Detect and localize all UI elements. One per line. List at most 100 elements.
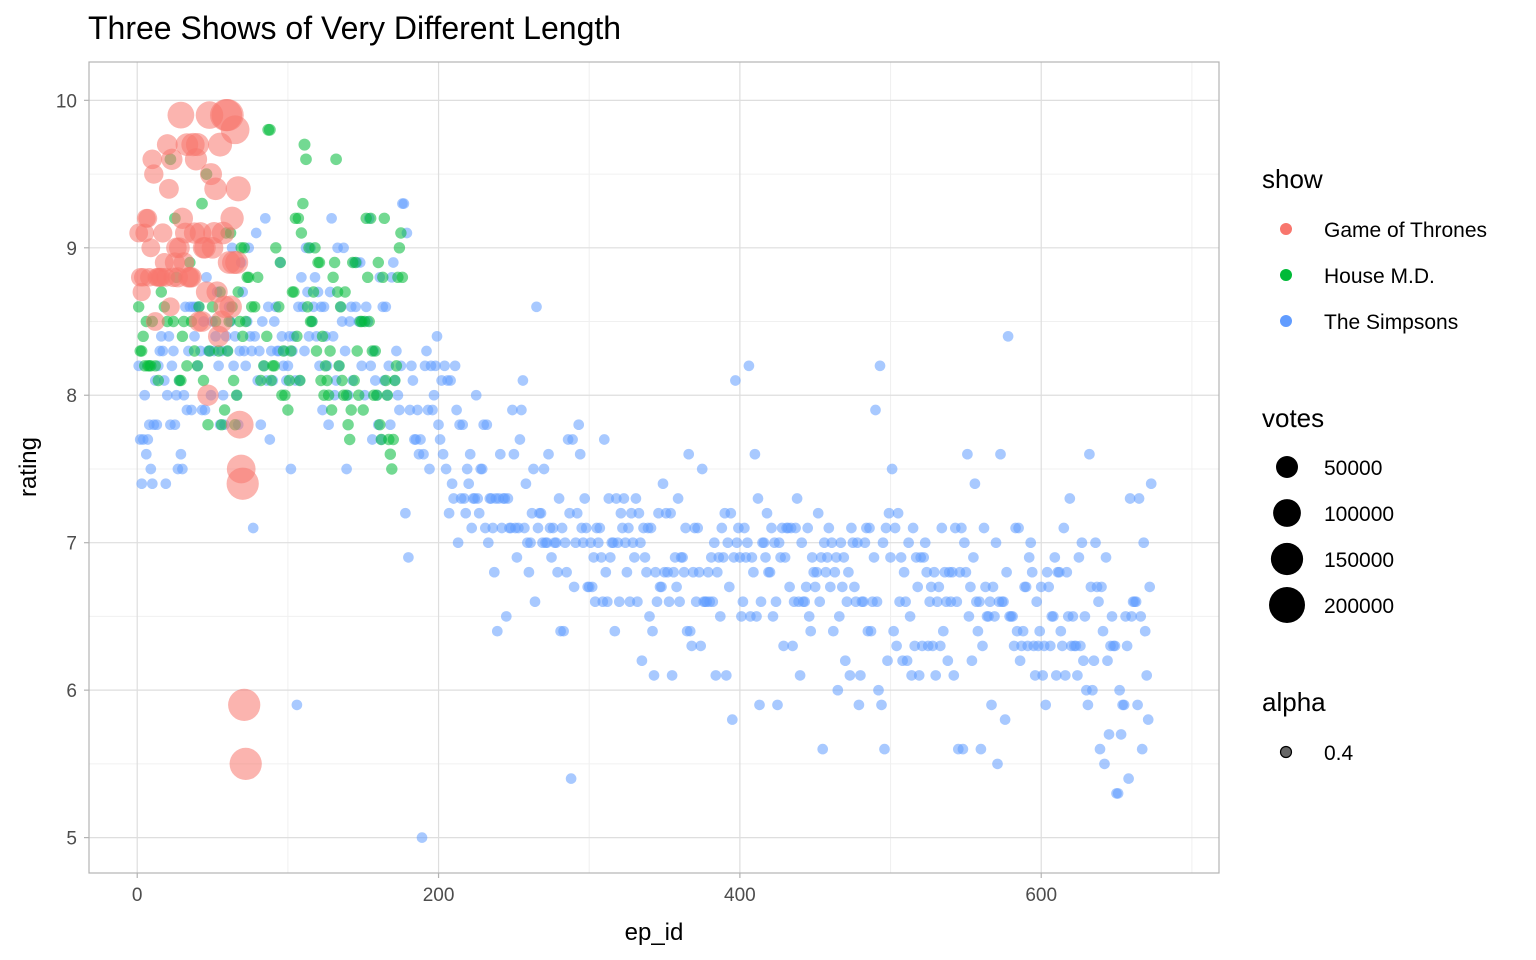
data-point-the-simpsons <box>1096 581 1107 593</box>
y-axis-title: rating <box>15 437 42 497</box>
data-point-the-simpsons <box>155 330 167 342</box>
data-point-house-m-d <box>369 345 382 357</box>
data-point-the-simpsons <box>846 522 857 534</box>
data-point-the-simpsons <box>956 522 967 534</box>
data-point-the-simpsons <box>463 478 475 490</box>
data-point-the-simpsons <box>678 566 690 578</box>
data-point-the-simpsons <box>874 360 886 372</box>
legend-votes-label: 50000 <box>1324 457 1382 480</box>
data-point-the-simpsons <box>609 625 621 637</box>
data-point-the-simpsons <box>166 360 178 372</box>
data-point-game-of-thrones <box>181 267 202 288</box>
data-point-the-simpsons <box>175 448 187 460</box>
data-point-house-m-d <box>236 330 249 343</box>
data-point-the-simpsons <box>784 581 795 593</box>
data-point-the-simpsons <box>936 522 948 534</box>
data-point-the-simpsons <box>416 832 428 843</box>
data-point-the-simpsons <box>799 596 811 608</box>
data-point-house-m-d <box>342 418 354 431</box>
data-point-the-simpsons <box>585 537 597 549</box>
data-point-the-simpsons <box>986 699 997 711</box>
data-point-the-simpsons <box>264 434 276 445</box>
data-point-the-simpsons <box>404 404 416 416</box>
data-point-the-simpsons <box>1031 596 1043 608</box>
data-point-the-simpsons <box>975 743 987 755</box>
data-point-the-simpsons <box>809 581 821 593</box>
data-point-the-simpsons <box>927 640 939 652</box>
data-point-the-simpsons <box>1023 552 1035 563</box>
data-point-house-m-d <box>374 418 386 431</box>
data-point-the-simpsons <box>951 596 963 608</box>
data-point-the-simpsons <box>541 537 553 549</box>
data-point-the-simpsons <box>430 360 441 372</box>
data-point-the-simpsons <box>384 419 396 431</box>
data-point-the-simpsons <box>525 537 536 549</box>
data-point-the-simpsons <box>885 552 896 563</box>
data-point-house-m-d <box>212 345 225 357</box>
legend: show Game of Thrones House M.D. The Simpso… <box>1262 164 1487 765</box>
data-point-the-simpsons <box>601 596 613 608</box>
data-point-game-of-thrones <box>142 149 163 170</box>
data-point-the-simpsons <box>564 507 575 519</box>
data-point-the-simpsons <box>428 389 440 401</box>
data-point-the-simpsons <box>451 404 462 416</box>
data-point-house-m-d <box>351 345 363 357</box>
data-point-the-simpsons <box>633 507 645 519</box>
data-point-the-simpsons <box>677 552 688 563</box>
data-point-the-simpsons <box>142 434 154 445</box>
data-point-the-simpsons <box>841 596 853 608</box>
data-point-house-m-d <box>203 345 216 357</box>
y-tick-label: 5 <box>66 829 77 850</box>
data-point-house-m-d <box>221 345 234 357</box>
data-point-the-simpsons <box>1145 478 1157 490</box>
data-point-the-simpsons <box>821 552 833 563</box>
data-point-the-simpsons <box>561 566 572 578</box>
data-point-house-m-d <box>258 360 270 372</box>
data-point-the-simpsons <box>1050 670 1062 681</box>
data-point-house-m-d <box>239 315 252 328</box>
data-point-the-simpsons <box>865 625 877 637</box>
data-point-house-m-d <box>279 389 291 401</box>
data-point-the-simpsons <box>998 596 1009 608</box>
data-point-house-m-d <box>345 404 357 416</box>
data-point-the-simpsons <box>1029 670 1041 681</box>
data-point-the-simpsons <box>136 478 148 490</box>
data-point-the-simpsons <box>140 448 152 460</box>
data-point-the-simpsons <box>880 522 892 534</box>
data-point-the-simpsons <box>415 434 426 445</box>
legend-show-key <box>1280 315 1292 327</box>
data-point-the-simpsons <box>978 522 990 534</box>
data-point-the-simpsons <box>1126 611 1137 622</box>
data-point-the-simpsons <box>1020 581 1032 593</box>
data-point-the-simpsons <box>836 581 848 593</box>
data-point-the-simpsons <box>146 478 158 490</box>
data-point-the-simpsons <box>1082 699 1094 711</box>
data-point-the-simpsons <box>171 389 182 401</box>
data-point-the-simpsons <box>844 670 856 681</box>
data-point-the-simpsons <box>990 537 1002 549</box>
data-point-the-simpsons <box>787 640 798 652</box>
data-point-the-simpsons <box>535 507 547 519</box>
data-point-the-simpsons <box>891 640 902 652</box>
data-point-the-simpsons <box>448 493 459 504</box>
data-point-house-m-d <box>297 197 309 210</box>
data-point-house-m-d <box>181 360 193 372</box>
data-point-the-simpsons <box>350 301 362 313</box>
data-point-house-m-d <box>377 271 389 284</box>
data-point-the-simpsons <box>157 345 169 357</box>
data-point-the-simpsons <box>1141 670 1153 681</box>
data-point-house-m-d <box>137 330 149 343</box>
data-point-the-simpsons <box>323 419 334 431</box>
data-point-house-m-d <box>227 374 240 387</box>
data-point-the-simpsons <box>1047 611 1059 622</box>
data-point-the-simpsons <box>957 743 969 755</box>
data-point-the-simpsons <box>1088 655 1100 667</box>
data-point-the-simpsons <box>255 419 267 431</box>
data-point-the-simpsons <box>228 360 239 372</box>
data-point-the-simpsons <box>1130 596 1142 608</box>
data-point-house-m-d <box>300 153 312 166</box>
data-point-the-simpsons <box>859 537 871 549</box>
data-point-the-simpsons <box>877 537 889 549</box>
data-point-the-simpsons <box>360 301 372 313</box>
data-point-the-simpsons <box>240 360 252 372</box>
